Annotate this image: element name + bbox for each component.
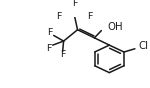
Text: F: F	[47, 28, 52, 37]
Text: F: F	[87, 12, 92, 21]
Text: F: F	[60, 50, 65, 59]
Text: OH: OH	[107, 22, 123, 32]
Text: Cl: Cl	[139, 41, 149, 51]
Text: F: F	[46, 44, 51, 53]
Text: F: F	[72, 0, 77, 8]
Text: F: F	[56, 12, 61, 21]
